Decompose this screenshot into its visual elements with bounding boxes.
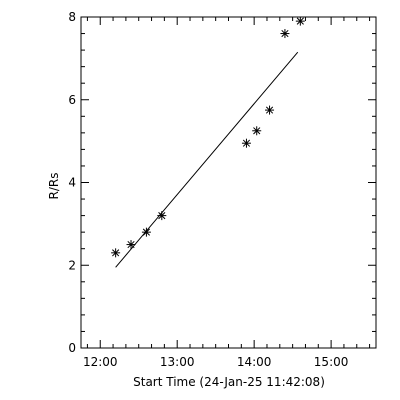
y-axis: 0 2 4 6 8 R/Rs (47, 10, 76, 355)
plot-frame (80, 16, 377, 349)
data-point (111, 248, 121, 258)
x-axis-label: Start Time (24-Jan-25 11:42:08) (133, 375, 325, 389)
data-point (141, 227, 151, 237)
data-point (241, 138, 251, 148)
fit-line (115, 51, 299, 268)
x-tick-label: 15:00 (314, 355, 349, 369)
data-marks (111, 16, 305, 268)
y-tick-label: 0 (68, 341, 76, 355)
data-point (295, 16, 305, 26)
y-axis-label: R/Rs (47, 173, 61, 200)
data-point (126, 240, 136, 250)
x-tick-label: 12:00 (83, 355, 118, 369)
tick-marks (81, 16, 376, 349)
data-point (280, 29, 290, 39)
y-tick-label: 4 (68, 176, 76, 190)
x-tick-label: 13:00 (160, 355, 195, 369)
data-point (265, 105, 275, 115)
y-tick-label: 2 (68, 258, 76, 272)
data-point (252, 126, 262, 136)
x-tick-label: 14:00 (237, 355, 272, 369)
x-axis: 12:00 13:00 14:00 15:00 Start Time (24-J… (83, 355, 348, 389)
y-tick-label: 8 (68, 10, 76, 24)
y-tick-label: 6 (68, 93, 76, 107)
